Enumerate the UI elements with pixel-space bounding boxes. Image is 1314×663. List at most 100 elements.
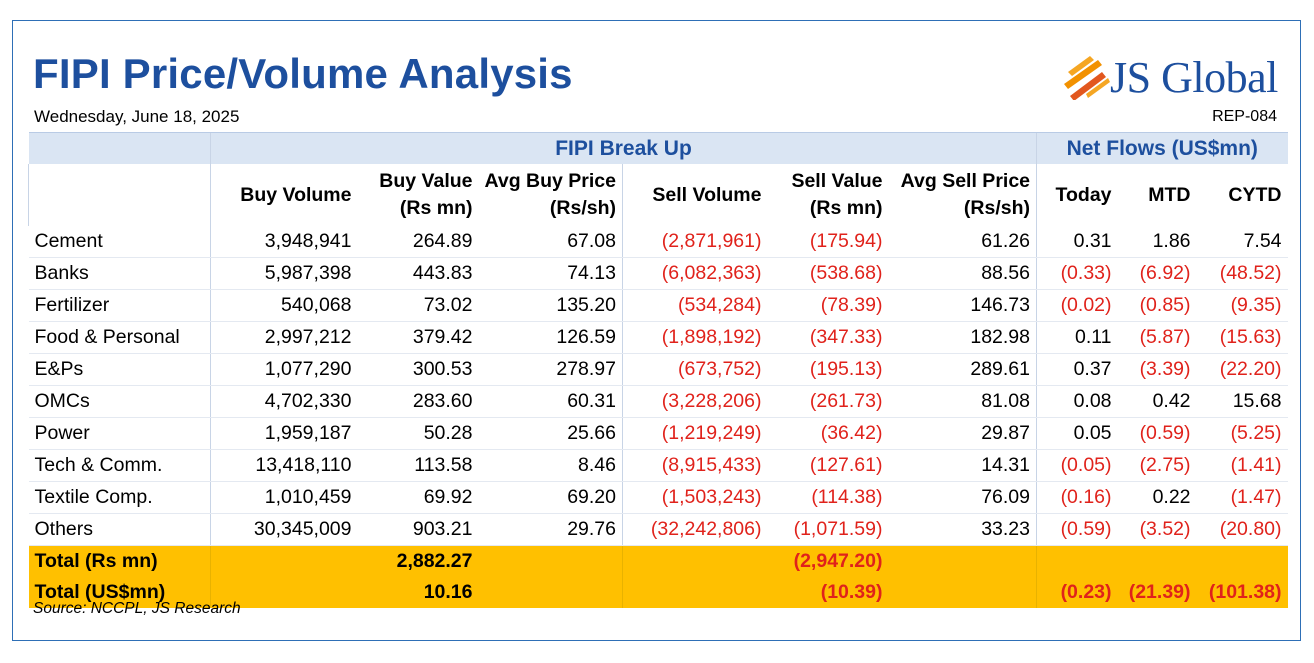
source-note: Source: NCCPL, JS Research bbox=[33, 600, 241, 617]
table-body: Cement 3,948,941 264.89 67.08 (2,871,961) (17… bbox=[28, 226, 1288, 546]
mtd-cell: 1.86 bbox=[1117, 226, 1197, 258]
total-avg-buy bbox=[478, 545, 623, 577]
buy-volume-cell: 1,077,290 bbox=[210, 353, 358, 386]
sell-volume-cell: (534,284) bbox=[622, 289, 768, 322]
total-avg-sell bbox=[888, 577, 1037, 608]
sector-cell: E&Ps bbox=[28, 353, 211, 386]
total-buy-volume bbox=[210, 545, 358, 577]
buy-volume-cell: 540,068 bbox=[210, 289, 358, 322]
mtd-cell: (3.52) bbox=[1117, 513, 1197, 546]
header-avg-sell-price: Avg Sell Price (Rs/sh) bbox=[900, 170, 1031, 219]
logo-text: JS Global bbox=[1110, 53, 1278, 102]
total-avg-buy bbox=[478, 577, 623, 608]
cytd-cell: (20.80) bbox=[1196, 513, 1288, 546]
sector-cell: Food & Personal bbox=[28, 321, 211, 354]
total-label: Total (US$mn) bbox=[28, 577, 211, 608]
column-header-row: Buy Volume Buy Value (Rs mn) Avg Buy Pric… bbox=[28, 164, 1288, 226]
mtd-cell: (0.59) bbox=[1117, 417, 1197, 450]
sector-cell: Power bbox=[28, 417, 211, 450]
avg-buy-price-cell: 135.20 bbox=[478, 289, 623, 322]
total-mtd bbox=[1117, 545, 1197, 577]
mtd-cell: (6.92) bbox=[1117, 257, 1197, 290]
table-row: E&Ps 1,077,290 300.53 278.97 (673,752) (195.1… bbox=[28, 353, 1288, 386]
sell-volume-cell: (2,871,961) bbox=[622, 226, 768, 258]
sector-cell: Tech & Comm. bbox=[28, 449, 211, 482]
cytd-cell: (15.63) bbox=[1196, 321, 1288, 354]
avg-sell-price-cell: 14.31 bbox=[888, 449, 1037, 482]
total-buy-value: 2,882.27 bbox=[357, 545, 479, 577]
header-avg-buy-price: Avg Buy Price (Rs/sh) bbox=[484, 170, 617, 219]
today-cell: (0.16) bbox=[1036, 481, 1118, 514]
buy-value-cell: 283.60 bbox=[357, 385, 479, 418]
sector-cell: Cement bbox=[28, 226, 211, 258]
buy-value-cell: 903.21 bbox=[357, 513, 479, 546]
sell-volume-cell: (6,082,363) bbox=[622, 257, 768, 290]
buy-value-cell: 69.92 bbox=[357, 481, 479, 514]
sector-cell: Textile Comp. bbox=[28, 481, 211, 514]
today-cell: 0.37 bbox=[1036, 353, 1118, 386]
total-today: (0.23) bbox=[1036, 577, 1118, 608]
cytd-cell: 7.54 bbox=[1196, 226, 1288, 258]
page-title: FIPI Price/Volume Analysis bbox=[33, 50, 573, 97]
header-cytd: CYTD bbox=[1228, 183, 1282, 206]
avg-sell-price-cell: 33.23 bbox=[888, 513, 1037, 546]
today-cell: 0.08 bbox=[1036, 385, 1118, 418]
avg-sell-price-cell: 61.26 bbox=[888, 226, 1037, 258]
header-mtd: MTD bbox=[1148, 183, 1191, 206]
header-today: Today bbox=[1036, 164, 1118, 226]
mtd-cell: 0.22 bbox=[1117, 481, 1197, 514]
avg-sell-price-cell: 289.61 bbox=[888, 353, 1037, 386]
table-row: Power 1,959,187 50.28 25.66 (1,219,249) (36.4… bbox=[28, 417, 1288, 450]
today-cell: 0.11 bbox=[1036, 321, 1118, 354]
today-cell: 0.05 bbox=[1036, 417, 1118, 450]
js-global-logo: JS Global bbox=[1064, 50, 1282, 102]
sell-value-cell: (195.13) bbox=[767, 353, 889, 386]
group-blank-cell bbox=[28, 132, 211, 164]
group-header-row: FIPI Break Up Net Flows (US$mn) bbox=[28, 132, 1288, 164]
mtd-cell: (2.75) bbox=[1117, 449, 1197, 482]
cytd-cell: (22.20) bbox=[1196, 353, 1288, 386]
header-buy-value: Buy Value (Rs mn) bbox=[379, 170, 473, 219]
avg-buy-price-cell: 29.76 bbox=[478, 513, 623, 546]
total-sell-value: (10.39) bbox=[767, 577, 889, 608]
sell-volume-cell: (673,752) bbox=[622, 353, 768, 386]
avg-buy-price-cell: 67.08 bbox=[478, 226, 623, 258]
avg-buy-price-cell: 126.59 bbox=[478, 321, 623, 354]
table-row: OMCs 4,702,330 283.60 60.31 (3,228,206) (261.… bbox=[28, 385, 1288, 418]
buy-volume-cell: 13,418,110 bbox=[210, 449, 358, 482]
avg-buy-price-cell: 60.31 bbox=[478, 385, 623, 418]
table-row: Banks 5,987,398 443.83 74.13 (6,082,363) (538… bbox=[28, 257, 1288, 290]
buy-volume-cell: 30,345,009 bbox=[210, 513, 358, 546]
sell-volume-cell: (8,915,433) bbox=[622, 449, 768, 482]
js-global-logo-mark-icon bbox=[1064, 56, 1110, 100]
table-row: Fertilizer 540,068 73.02 135.20 (534,284) (78… bbox=[28, 289, 1288, 322]
table-row: Textile Comp. 1,010,459 69.92 69.20 (1,503,2… bbox=[28, 481, 1288, 514]
total-sell-volume bbox=[622, 545, 768, 577]
avg-sell-price-cell: 182.98 bbox=[888, 321, 1037, 354]
total-sell-volume bbox=[622, 577, 768, 608]
sell-volume-cell: (3,228,206) bbox=[622, 385, 768, 418]
avg-buy-price-cell: 278.97 bbox=[478, 353, 623, 386]
header-sell-volume: Sell Volume bbox=[622, 164, 768, 226]
table-row: Tech & Comm. 13,418,110 113.58 8.46 (8,915,4… bbox=[28, 449, 1288, 482]
sell-value-cell: (347.33) bbox=[767, 321, 889, 354]
mtd-cell: (3.39) bbox=[1117, 353, 1197, 386]
sector-cell: OMCs bbox=[28, 385, 211, 418]
buy-value-cell: 264.89 bbox=[357, 226, 479, 258]
sell-value-cell: (175.94) bbox=[767, 226, 889, 258]
buy-volume-cell: 1,959,187 bbox=[210, 417, 358, 450]
avg-buy-price-cell: 8.46 bbox=[478, 449, 623, 482]
sell-volume-cell: (1,898,192) bbox=[622, 321, 768, 354]
total-cytd bbox=[1196, 545, 1288, 577]
report-id: REP-084 bbox=[1212, 108, 1277, 125]
total-buy-value: 10.16 bbox=[357, 577, 479, 608]
total-cytd: (101.38) bbox=[1196, 577, 1288, 608]
report-date: Wednesday, June 18, 2025 bbox=[34, 107, 240, 126]
sell-value-cell: (78.39) bbox=[767, 289, 889, 322]
buy-value-cell: 443.83 bbox=[357, 257, 479, 290]
cytd-cell: (9.35) bbox=[1196, 289, 1288, 322]
sell-value-cell: (114.38) bbox=[767, 481, 889, 514]
avg-sell-price-cell: 81.08 bbox=[888, 385, 1037, 418]
cytd-cell: (1.47) bbox=[1196, 481, 1288, 514]
today-cell: (0.33) bbox=[1036, 257, 1118, 290]
